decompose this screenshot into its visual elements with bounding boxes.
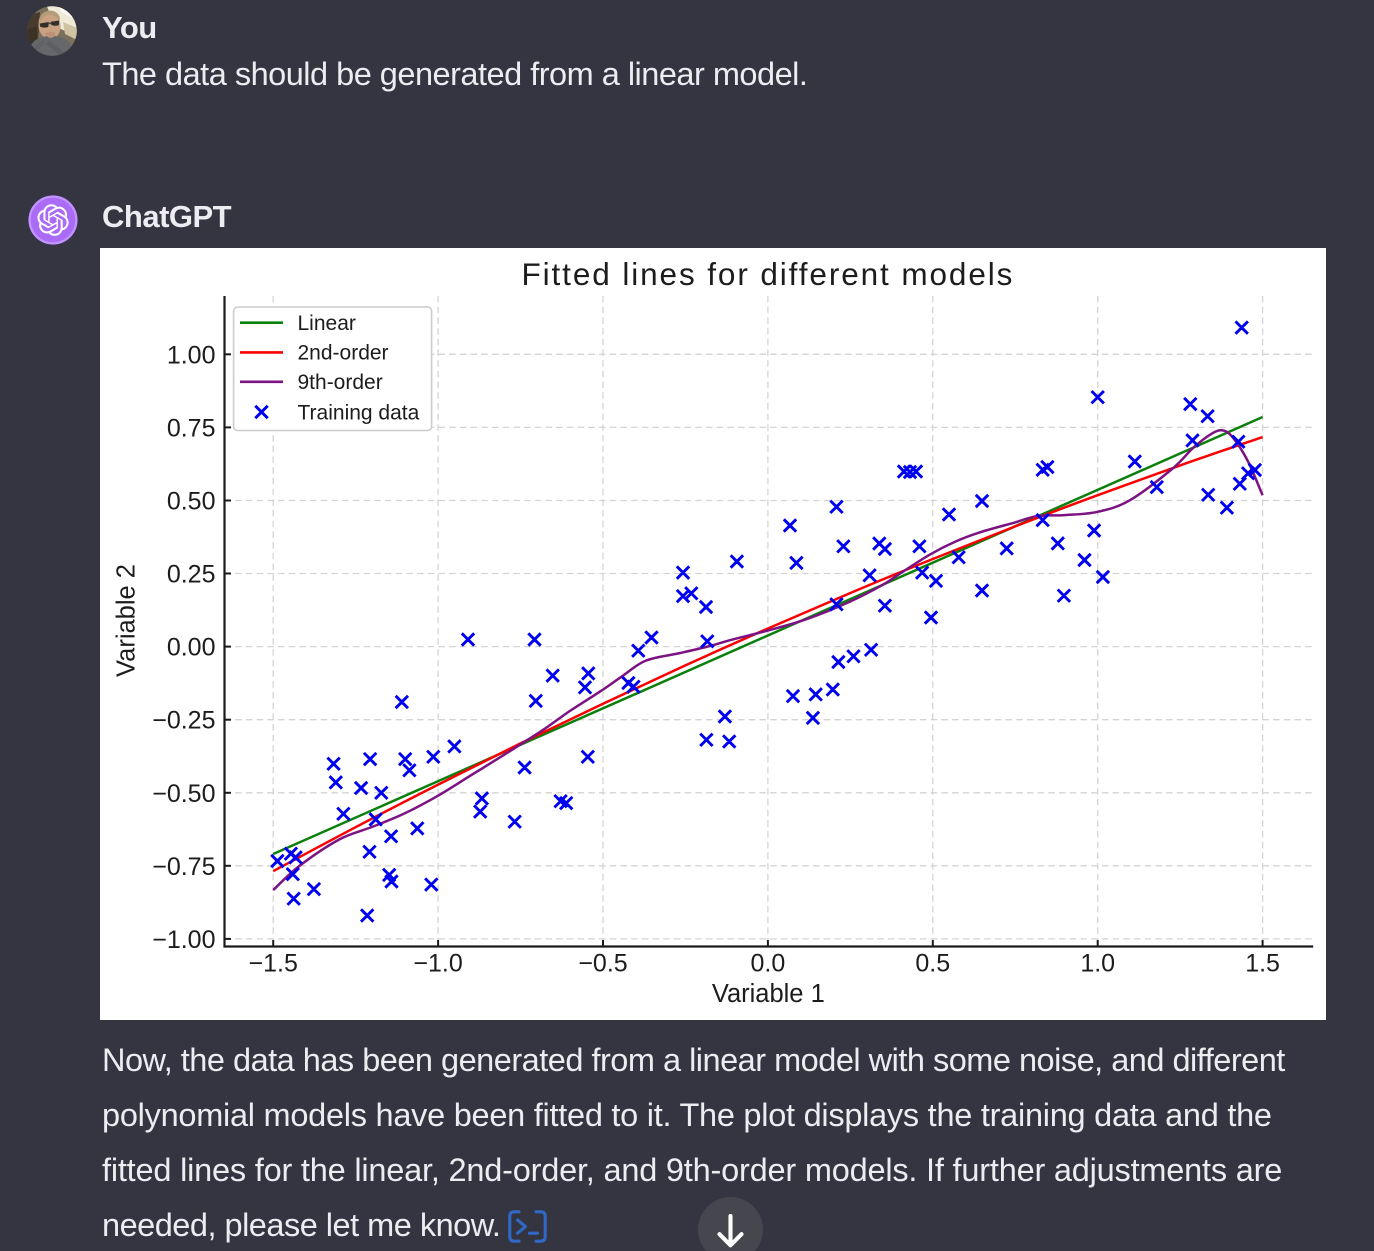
- svg-text:9th-order: 9th-order: [298, 371, 383, 394]
- svg-text:−0.50: −0.50: [152, 780, 215, 808]
- svg-text:Training data: Training data: [298, 401, 420, 424]
- svg-text:1.0: 1.0: [1080, 950, 1115, 978]
- svg-text:0.25: 0.25: [167, 561, 216, 589]
- svg-text:2nd-order: 2nd-order: [298, 342, 389, 365]
- svg-text:−1.0: −1.0: [413, 950, 462, 978]
- svg-text:−1.00: −1.00: [152, 926, 215, 954]
- svg-text:−0.25: −0.25: [152, 707, 215, 735]
- svg-text:−1.5: −1.5: [249, 950, 298, 978]
- svg-text:Fitted lines for different mod: Fitted lines for different models: [521, 256, 1014, 292]
- svg-text:−0.5: −0.5: [578, 950, 627, 978]
- svg-text:0.0: 0.0: [751, 950, 786, 978]
- svg-text:1.5: 1.5: [1245, 950, 1280, 978]
- svg-text:0.00: 0.00: [167, 634, 216, 662]
- svg-text:−0.75: −0.75: [152, 853, 215, 881]
- svg-text:Variable 1: Variable 1: [712, 980, 825, 1008]
- svg-text:Variable 2: Variable 2: [113, 564, 141, 677]
- svg-text:0.50: 0.50: [167, 488, 216, 516]
- svg-text:0.5: 0.5: [915, 950, 950, 978]
- svg-text:1.00: 1.00: [167, 341, 216, 369]
- svg-text:Linear: Linear: [298, 312, 356, 335]
- svg-text:0.75: 0.75: [167, 414, 216, 442]
